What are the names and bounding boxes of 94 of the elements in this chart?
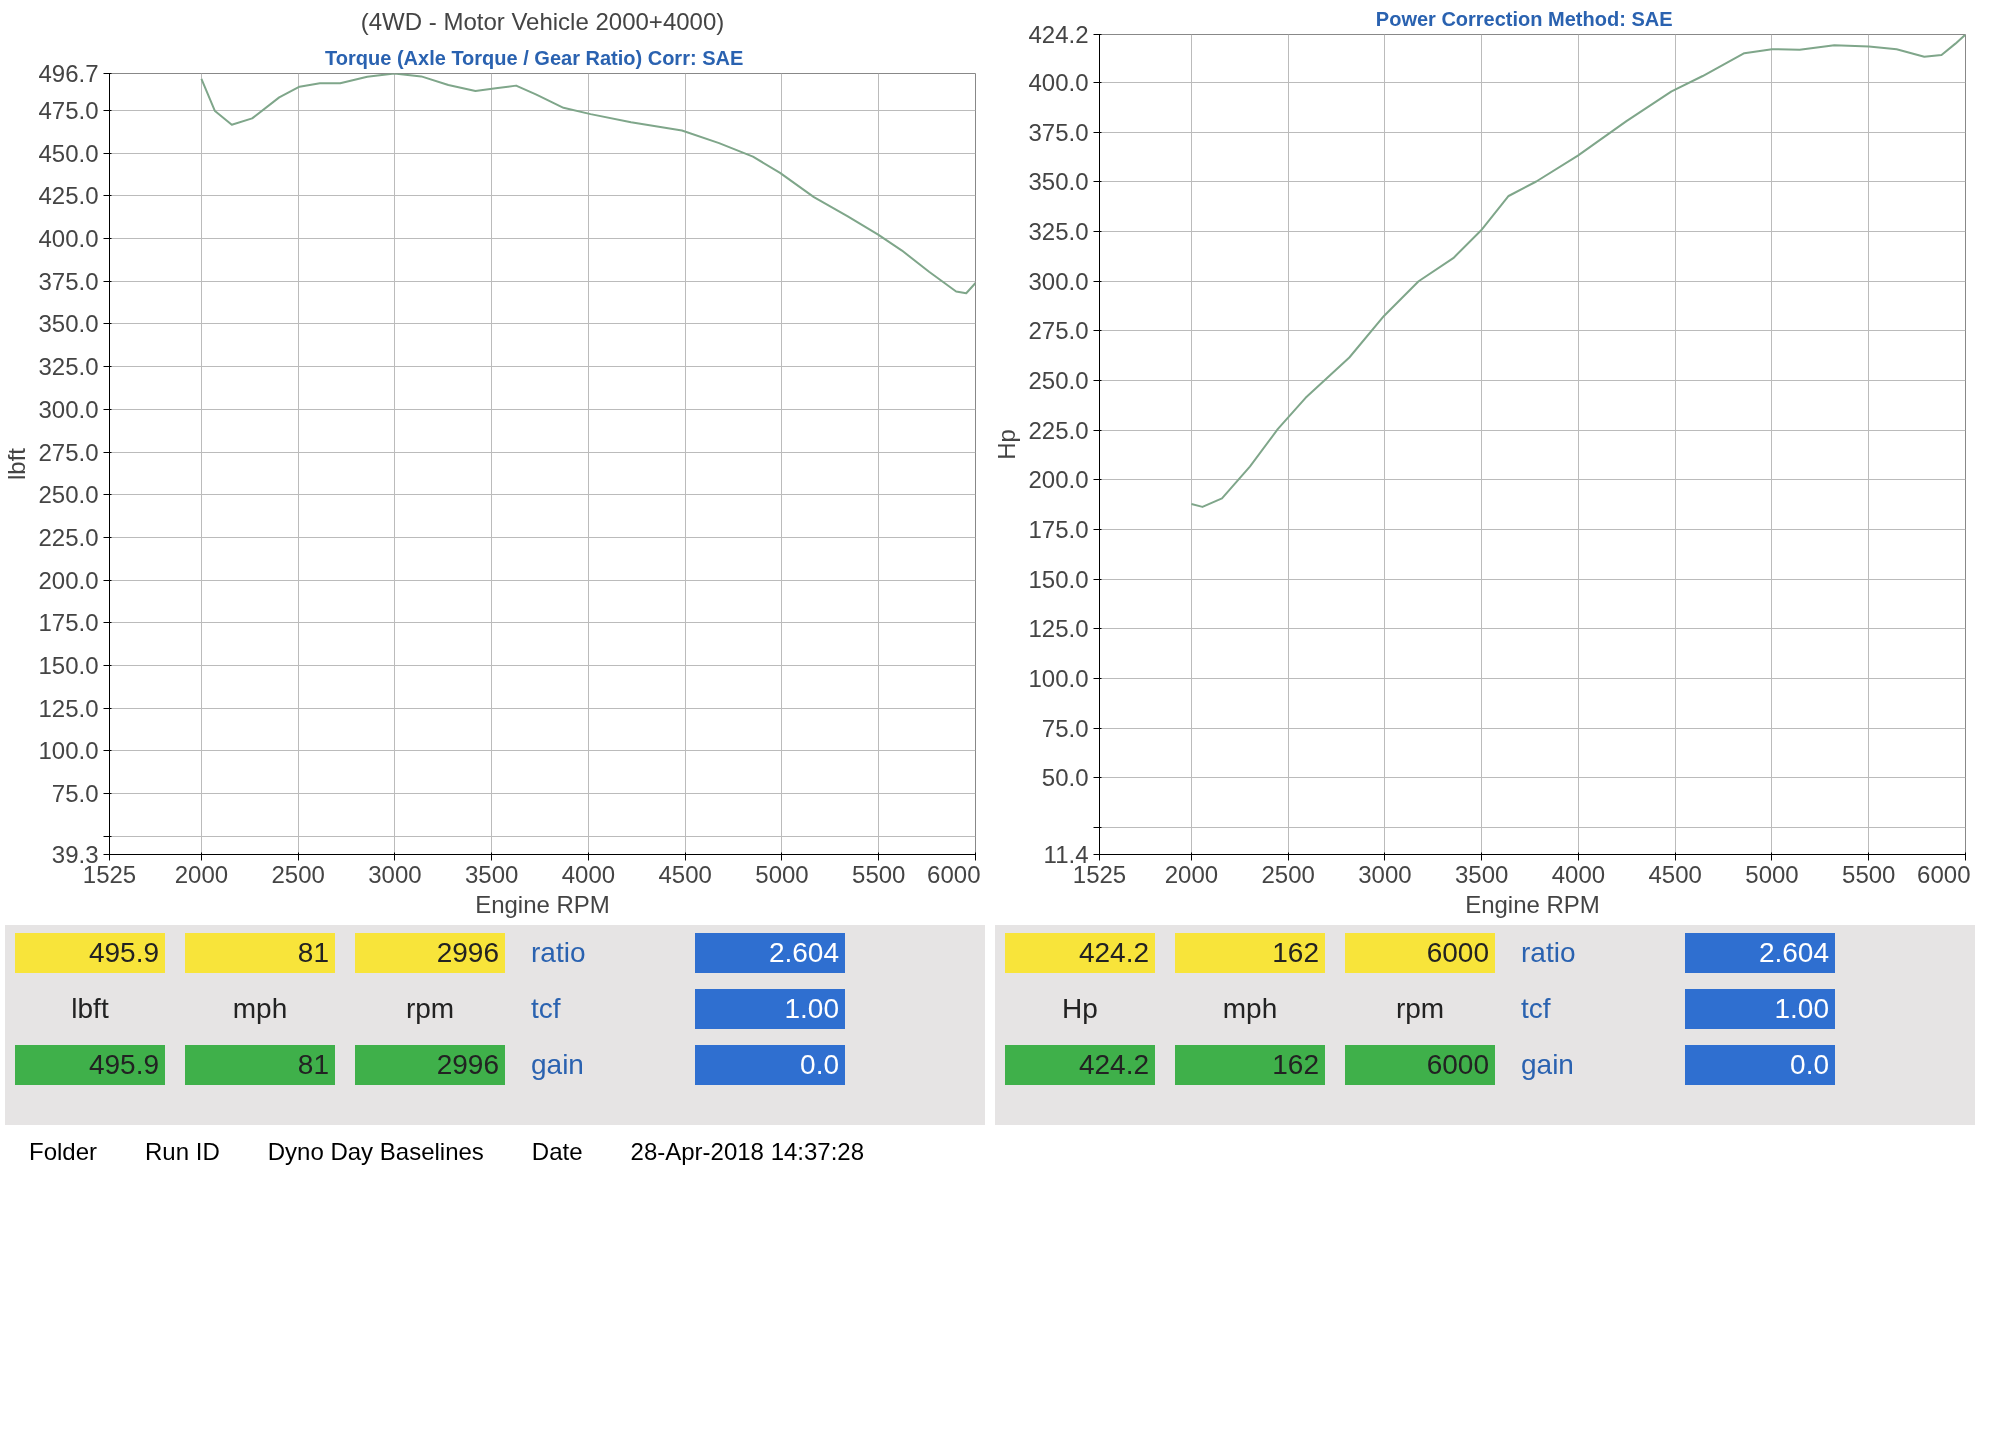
x-tick-label: 5500 [852,860,906,888]
text: 81 [185,933,335,973]
text: mph [1221,992,1279,1026]
x-tick-label: 5000 [755,860,809,888]
x-tick-label: 4000 [561,860,616,888]
text: Folder [29,1138,98,1165]
text: 0.0 [1685,1045,1835,1085]
x-tick-label: 4500 [1648,860,1702,888]
y-tick-label: 100.0 [1028,665,1089,692]
y-tick-label: 250.0 [38,481,99,509]
text: 162 [1175,1045,1325,1085]
text: gain [530,1048,585,1082]
y-tick-label: 375.0 [38,267,99,295]
y-tick-label: 350.0 [38,310,99,338]
y-tick-label: 200.0 [38,566,99,594]
x-tick-label: 3000 [1358,860,1412,888]
text: rpm [404,992,456,1026]
y-tick-label: 125.0 [38,694,99,722]
text: 2.604 [1685,933,1835,973]
line-series [200,73,976,295]
y-tick-label: 496.7 [38,60,99,87]
text: 2996 [355,1045,505,1085]
x-tick-label: 6000 [1917,860,1971,888]
text: 1.00 [695,989,845,1029]
text: ratio [1520,936,1577,970]
text: 28-Apr-2018 14:37:28 [630,1138,865,1165]
y-tick-label: 325.0 [38,353,99,381]
text: Dyno Day Baselines [267,1138,484,1165]
x-tick-label: 3500 [465,860,519,888]
chart-title: (4WD - Motor Vehicle 2000+4000) [360,7,725,35]
text: 6000 [1345,1045,1495,1085]
x-tick-label: 6000 [927,860,981,888]
text: Date [531,1138,583,1165]
text: mph [231,992,289,1026]
line-series [1190,34,1966,508]
y-tick-label: 50.0 [1041,764,1089,792]
text: 1.00 [1685,989,1835,1029]
y-tick-label: 400.0 [38,225,99,253]
chart-subtitle: Torque (Axle Torque / Gear Ratio) Corr: SAE [325,46,744,69]
y-tick-label: 424.2 [1028,21,1089,48]
x-tick-label: 5000 [1745,860,1799,888]
y-tick-label: 450.0 [38,139,99,167]
y-tick-label: 200.0 [1028,466,1089,494]
x-tick-label: 2000 [174,860,229,888]
y-tick-label: 150.0 [1028,565,1089,593]
y-tick-label: 150.0 [38,651,99,679]
y-tick-label: 250.0 [1028,367,1089,395]
text: 495.9 [15,1045,165,1085]
text: tcf [530,992,562,1026]
text: rpm [1394,992,1446,1026]
text: 2.604 [695,933,845,973]
y-tick-label: 375.0 [1028,118,1089,146]
x-axis-title: Engine RPM [1465,890,1600,918]
y-tick-label: 275.0 [1028,317,1089,345]
text: ratio [530,936,587,970]
y-tick-label: 275.0 [38,438,99,466]
x-axis-title: Engine RPM [475,890,610,918]
text: 2996 [355,933,505,973]
text: lbft [70,992,110,1026]
x-tick-label: 2500 [1261,860,1315,888]
y-tick-label: 425.0 [38,182,99,210]
y-tick-label: 225.0 [38,523,99,551]
text: 162 [1175,933,1325,973]
x-tick-label: 2500 [271,860,325,888]
y-tick-label: 75.0 [51,780,99,808]
text: 81 [185,1045,335,1085]
y-tick-label: 325.0 [1028,218,1089,246]
text: tcf [1520,992,1552,1026]
text: Hp [1061,992,1099,1026]
y-axis-title: Hp [993,429,1021,460]
x-tick-label: 2000 [1164,860,1219,888]
x-tick-label: 3000 [368,860,422,888]
text: 6000 [1345,933,1495,973]
y-tick-label: 175.0 [1028,516,1089,544]
y-tick-label: 125.0 [1028,615,1089,643]
text: gain [1520,1048,1575,1082]
y-tick-label: 350.0 [1028,168,1089,196]
x-tick-label: 3500 [1455,860,1509,888]
text: 0.0 [695,1045,845,1085]
y-tick-label: 225.0 [1028,416,1089,444]
y-tick-label: 400.0 [1028,69,1089,97]
x-tick-label: 4500 [658,860,712,888]
x-tick-label: 4000 [1551,860,1606,888]
y-tick-label: 300.0 [38,395,99,423]
x-tick-label: 5500 [1842,860,1896,888]
y-tick-label: 175.0 [38,609,99,637]
y-tick-label: 475.0 [38,97,99,125]
text: Run ID [145,1138,220,1165]
text: 495.9 [15,933,165,973]
y-tick-label: 100.0 [38,737,99,765]
y-tick-label: 300.0 [1028,267,1089,295]
y-axis-title: lbft [3,447,31,481]
chart-subtitle: Power Correction Method: SAE [1375,7,1673,30]
y-tick-label: 75.0 [1041,714,1089,742]
